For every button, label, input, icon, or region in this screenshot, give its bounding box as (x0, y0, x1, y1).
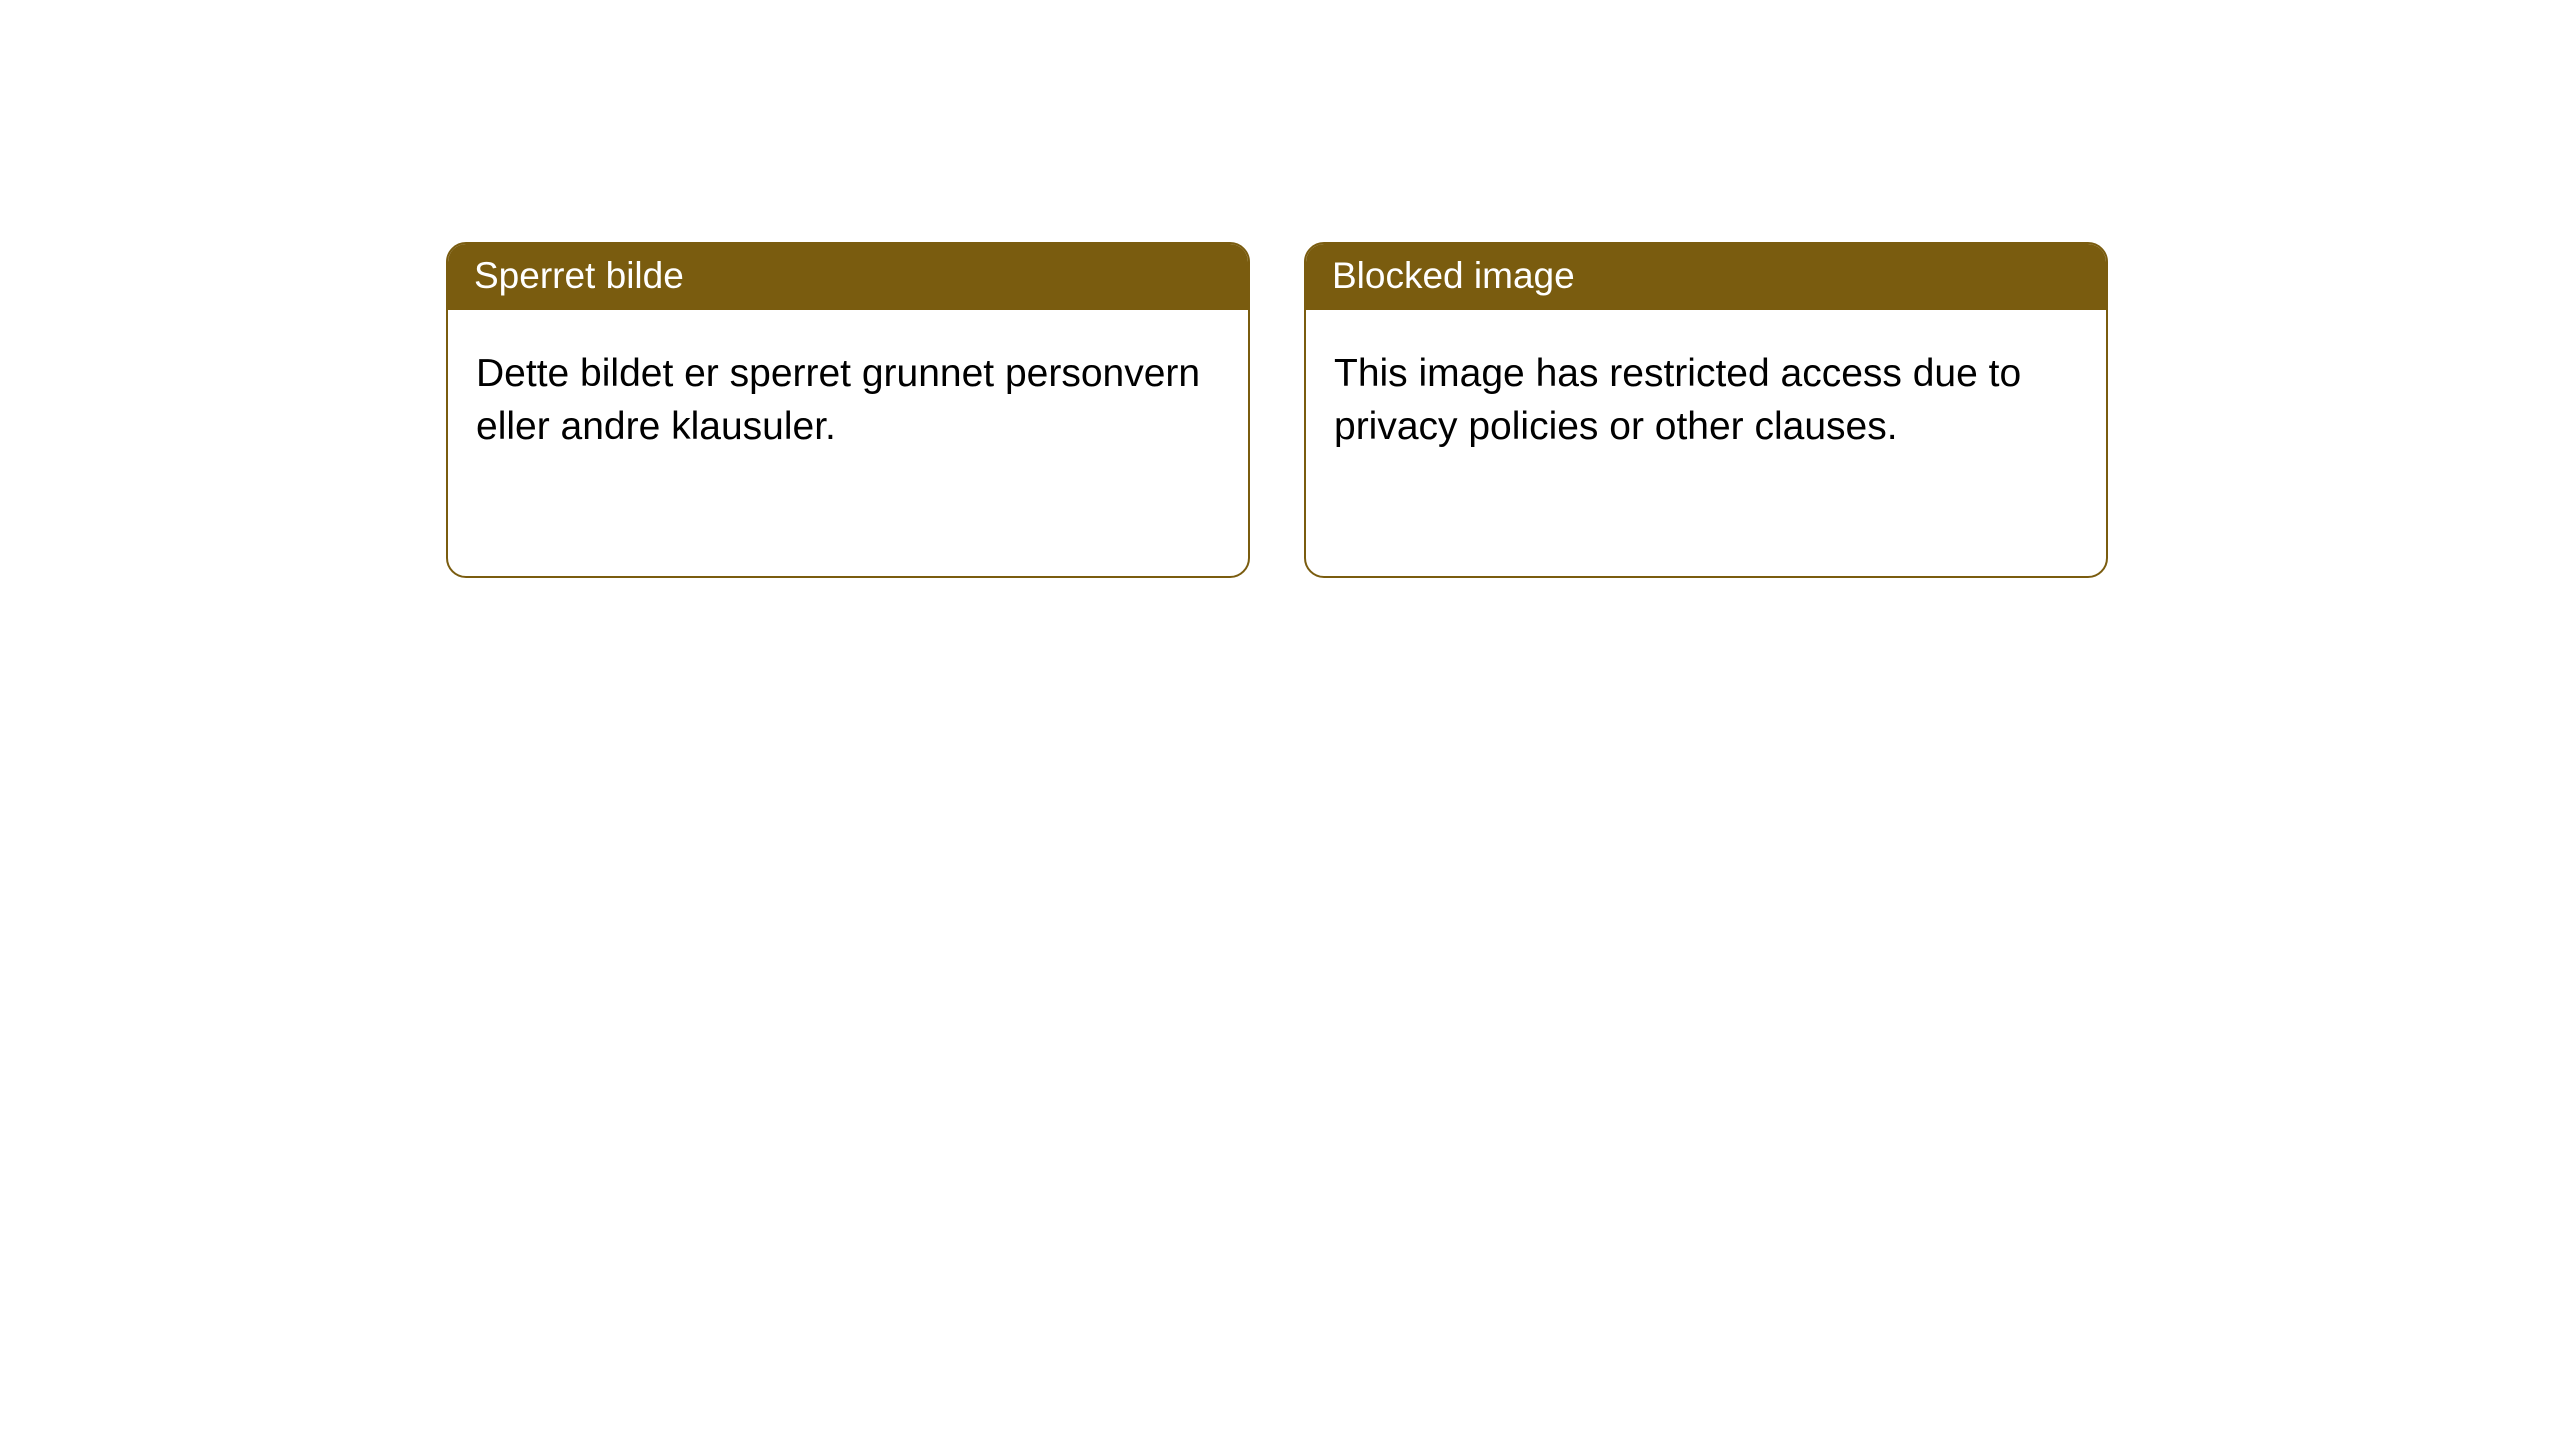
card-body: This image has restricted access due to … (1306, 310, 2106, 481)
blocked-image-card-en: Blocked image This image has restricted … (1304, 242, 2108, 578)
card-body: Dette bildet er sperret grunnet personve… (448, 310, 1248, 481)
card-header: Sperret bilde (448, 244, 1248, 310)
card-header: Blocked image (1306, 244, 2106, 310)
blocked-image-card-no: Sperret bilde Dette bildet er sperret gr… (446, 242, 1250, 578)
notice-cards-container: Sperret bilde Dette bildet er sperret gr… (0, 0, 2560, 578)
